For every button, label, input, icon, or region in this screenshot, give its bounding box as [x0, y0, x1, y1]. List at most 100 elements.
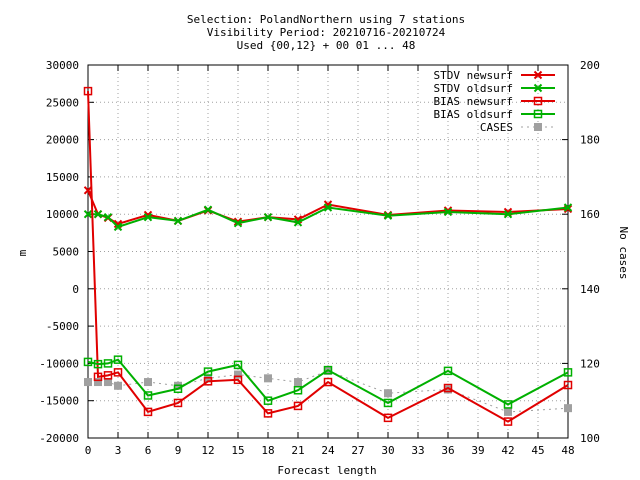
y-tick-label: 15000 [46, 171, 79, 184]
data-point [93, 372, 103, 382]
data-point [533, 96, 543, 106]
title-line-3: Used {00,12} + 00 01 ... 48 [237, 39, 416, 52]
data-point [563, 368, 573, 377]
data-point [293, 218, 303, 227]
data-point [233, 375, 243, 385]
x-tick-label: 36 [441, 444, 454, 457]
series-bias-oldsurf [83, 355, 573, 409]
data-point [83, 86, 93, 96]
data-point [83, 186, 93, 195]
series-stdv-oldsurf [83, 203, 573, 232]
x-tick-label: 21 [291, 444, 304, 457]
y-tick-label: -20000 [39, 432, 79, 445]
x-tick-label: 27 [351, 444, 364, 457]
x-tick-label: 45 [531, 444, 544, 457]
data-point [264, 374, 272, 383]
y2-tick-label: 100 [580, 432, 600, 445]
data-point [113, 368, 123, 377]
data-point [93, 359, 103, 369]
x-tick-label: 24 [321, 444, 335, 457]
y-tick-label: 5000 [53, 246, 80, 259]
x-tick-label: 42 [501, 444, 514, 457]
data-point [503, 417, 513, 426]
data-point [504, 407, 512, 416]
data-point [263, 212, 273, 222]
y-tick-label: 10000 [46, 208, 79, 221]
legend-label: STDV newsurf [434, 69, 513, 82]
y-axis-label: m [16, 249, 29, 256]
data-point [113, 355, 123, 364]
data-point [444, 385, 452, 394]
data-point [503, 400, 513, 409]
data-point [114, 381, 122, 390]
data-point [263, 409, 273, 418]
data-point [144, 378, 152, 387]
y2-tick-label: 200 [580, 59, 600, 72]
legend-label: STDV oldsurf [434, 82, 513, 95]
data-point [83, 357, 93, 367]
x-tick-label: 0 [85, 444, 92, 457]
y-tick-label: -10000 [39, 357, 79, 370]
data-point [233, 218, 243, 228]
legend-entry: STDV newsurf [434, 69, 555, 82]
x-tick-label: 6 [145, 444, 152, 457]
data-point [293, 401, 303, 411]
x-tick-label: 9 [175, 444, 182, 457]
y-tick-label: 30000 [46, 59, 79, 72]
data-point [143, 391, 153, 400]
x-tick-label: 3 [115, 444, 122, 457]
data-point [233, 360, 243, 370]
data-point [84, 378, 92, 387]
series-bias-newsurf [83, 86, 573, 426]
data-point [203, 377, 213, 386]
legend-label: BIAS oldsurf [434, 108, 513, 121]
data-point [103, 212, 113, 222]
data-point [143, 212, 153, 222]
x-tick-label: 48 [561, 444, 574, 457]
data-point [443, 366, 453, 376]
data-point [94, 378, 102, 387]
y-tick-label: -15000 [39, 395, 79, 408]
data-point [263, 396, 273, 405]
axes: 0 3 6 9 12 15 18 21 24 27 30 33 36 39 42 45 48-20000-150… [39, 59, 600, 457]
data-point [173, 398, 183, 408]
data-point [93, 209, 103, 219]
x-tick-label: 33 [411, 444, 424, 457]
data-point [173, 216, 183, 226]
data-point [83, 209, 93, 219]
data-point [443, 383, 453, 393]
x-tick-label: 15 [231, 444, 244, 457]
y2-axis-label: No cases [617, 227, 630, 280]
title-line-1: Selection: PolandNorthern using 7 statio… [187, 13, 465, 26]
y2-tick-label: 160 [580, 208, 600, 221]
data-point [103, 359, 113, 368]
x-tick-label: 39 [471, 444, 484, 457]
series-line [88, 370, 569, 413]
data-point [233, 217, 243, 226]
data-point [533, 83, 543, 93]
data-point [173, 384, 183, 394]
y-tick-label: -5000 [46, 320, 79, 333]
data-point [323, 365, 333, 375]
data-point [294, 378, 302, 387]
data-point [323, 203, 333, 212]
y2-tick-label: 140 [580, 283, 600, 296]
legend-label: BIAS newsurf [434, 95, 513, 108]
x-tick-label: 30 [381, 444, 394, 457]
x-tick-label: 12 [201, 444, 214, 457]
data-point [533, 109, 543, 119]
title-line-2: Visibility Period: 20210716-20210724 [207, 26, 446, 39]
data-point [563, 380, 573, 390]
data-point [293, 386, 303, 395]
data-point [234, 370, 242, 379]
y-tick-label: 0 [72, 283, 79, 296]
legend-entry: STDV oldsurf [434, 82, 555, 95]
plot-area [83, 86, 573, 426]
grid-lines [88, 65, 568, 438]
data-point [103, 371, 113, 380]
data-point [203, 205, 213, 214]
legend-entry: BIAS newsurf [434, 95, 555, 108]
data-point [534, 123, 542, 131]
